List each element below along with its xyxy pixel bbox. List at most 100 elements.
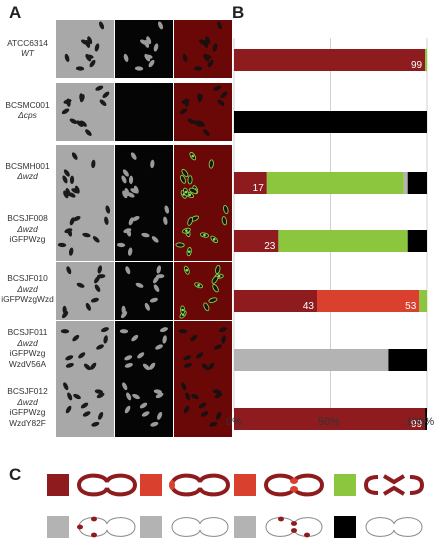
strain-genotype: Δwzd [17, 337, 38, 348]
legend-swatch [234, 516, 256, 538]
bar-segment [234, 111, 427, 133]
bar-segment [407, 172, 427, 194]
merge-micrograph [174, 379, 232, 437]
gfp-micrograph [115, 20, 173, 78]
gfp-micrograph [115, 83, 173, 141]
strain-genotype: Δwzd [17, 171, 38, 181]
merge-micrograph [174, 145, 232, 203]
bar-segment [425, 408, 427, 430]
merge-micrograph [174, 83, 232, 141]
strain-label: BCSMC001 Δcps [0, 100, 55, 121]
strain-genotype: Δwzd [17, 396, 38, 407]
strain-construct: iGFPWzg [9, 407, 46, 417]
gfp-micrograph [115, 145, 173, 203]
x-tick-label-0: 0% [226, 416, 242, 428]
micrograph-row [56, 145, 232, 203]
merge-micrograph [174, 203, 232, 261]
strain-construct: iGFPWzg [9, 234, 46, 245]
bar-data-label: 17 [253, 183, 265, 194]
cell-diagram-septum-foci [265, 516, 323, 538]
strain-label: BCSJF010 Δwzd iGFPWzgWzd [0, 273, 55, 305]
merge-micrograph [174, 262, 232, 320]
capsule-phenotype-legend [47, 473, 425, 538]
bar-segment [234, 172, 267, 194]
panel-label-c: C [9, 465, 22, 484]
bar-segment [388, 349, 427, 371]
strain-construct: iGFPWzgWzd [1, 294, 54, 305]
bar-segment [234, 290, 317, 312]
micrograph-row [56, 203, 232, 261]
gfp-micrograph [115, 203, 173, 261]
legend-swatch [140, 516, 162, 538]
strain-genotype: Δwzd [17, 283, 38, 294]
strain-name: BCSJF008 [7, 213, 48, 224]
strain-construct: iGFPWzg [9, 348, 46, 358]
phase-micrograph [56, 262, 114, 320]
strain-name: BCSJF011 [7, 327, 48, 337]
micrograph-row [56, 379, 232, 437]
bar-data-label: 23 [264, 241, 276, 252]
legend-swatch [47, 474, 69, 496]
gfp-micrograph [115, 321, 173, 379]
phase-micrograph [56, 83, 114, 141]
strain-name: ATCC6314 [7, 37, 48, 48]
bar-data-label: 53 [405, 301, 417, 312]
micrograph-row [56, 262, 232, 320]
phase-micrograph [56, 145, 114, 203]
bar-segment [234, 349, 389, 371]
bar-segment [234, 230, 279, 252]
stacked-bar-chart: 99 17 23 43 53 99 [233, 38, 428, 430]
strain-construct: WzdY82F [9, 417, 46, 428]
bar-data-label: 43 [303, 301, 315, 312]
strain-name: BCSJF012 [7, 386, 48, 396]
cell-diagram-no-capsule [365, 517, 423, 537]
micrograph-row [56, 20, 232, 78]
bar-segment [234, 49, 426, 71]
strain-construct: WzdV56A [8, 358, 47, 369]
bar-segment [425, 49, 427, 71]
strain-genotype: Δwzd [17, 223, 38, 234]
legend-swatch [334, 516, 356, 538]
bar-data-label: 99 [411, 419, 423, 430]
legend-swatch [47, 516, 69, 538]
phase-micrograph [56, 203, 114, 261]
cell-diagram-no-foci [171, 517, 229, 537]
strain-name: BCSJF010 [7, 273, 48, 284]
legend-swatch [140, 474, 162, 496]
cell-diagram-broken-capsule [363, 474, 425, 496]
x-tick-label-100: 100% [406, 416, 435, 428]
panel-label-b: B [232, 3, 245, 22]
strain-label: BCSJF008 Δwzd iGFPWzg [0, 213, 55, 245]
gfp-micrograph [115, 379, 173, 437]
strain-name: BCSMC001 [5, 99, 50, 110]
phase-micrograph [56, 321, 114, 379]
phase-micrograph [56, 379, 114, 437]
merge-micrograph [174, 321, 232, 379]
bar-segment [278, 230, 408, 252]
cell-diagram-full-capsule [76, 473, 138, 497]
merge-micrograph [174, 20, 232, 78]
gfp-micrograph [115, 262, 173, 320]
bar-segment [266, 172, 404, 194]
strain-genotype: WT [20, 48, 35, 58]
micrograph-row [56, 321, 232, 379]
strain-label: ATCC6314 WT [0, 38, 55, 59]
legend-swatch [234, 474, 256, 496]
x-tick-label-50: 50% [318, 416, 341, 428]
bar-data-label: 99 [411, 60, 423, 71]
bar-segment [403, 172, 408, 194]
strain-label: BCSJF012 Δwzd iGFPWzg WzdY82F [0, 386, 55, 428]
bar-segment [234, 408, 426, 430]
phase-micrograph [56, 20, 114, 78]
strain-label: BCSMH001 Δwzd [0, 161, 55, 182]
cell-diagram-pole-patch-capsule [169, 473, 231, 497]
micrograph-row [56, 83, 232, 141]
cell-diagram-pole-foci [77, 516, 136, 538]
strain-genotype: Δcps [18, 110, 37, 120]
cell-diagram-septum-patch-capsule [263, 473, 325, 497]
strain-name: BCSMH001 [5, 160, 50, 171]
bar-segment [316, 290, 420, 312]
bar-segment [419, 290, 427, 312]
bar-segment [407, 230, 427, 252]
panel-label-a: A [9, 3, 22, 22]
